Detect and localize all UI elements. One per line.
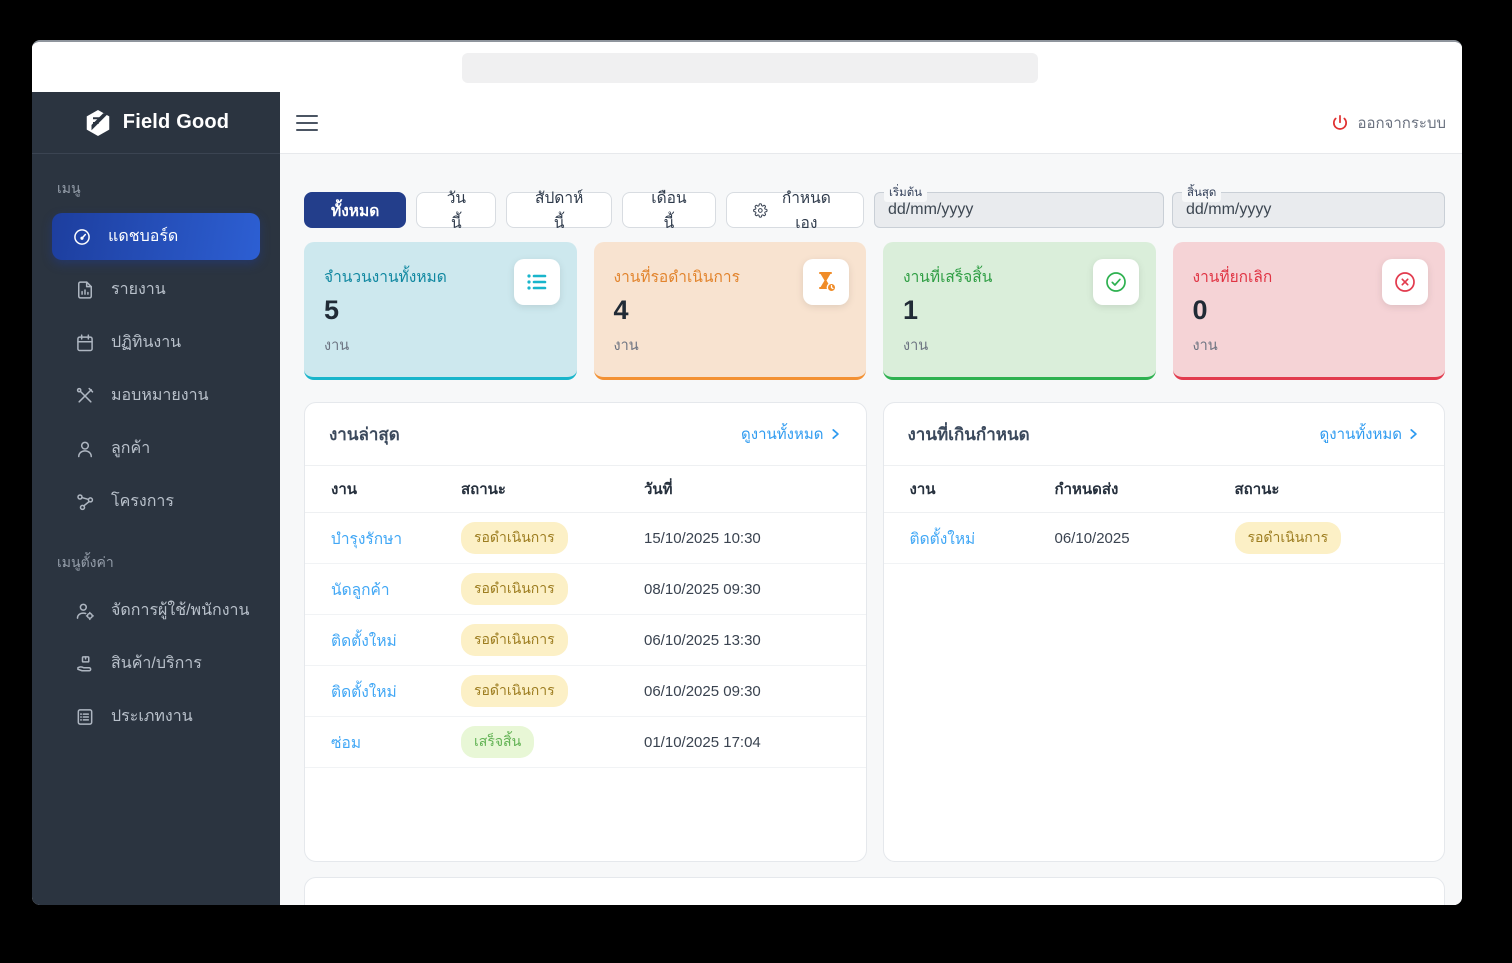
stat-card-completed-jobs: งานที่เสร็จสิ้น 1 งาน bbox=[883, 242, 1156, 380]
status-badge: รอดำเนินการ bbox=[1234, 522, 1342, 554]
stat-card-total-jobs: จำนวนงานทั้งหมด 5 งาน bbox=[304, 242, 577, 380]
tools-icon bbox=[76, 387, 94, 403]
filter-month-button[interactable]: เดือนนี้ bbox=[621, 190, 716, 232]
job-type-icon bbox=[77, 708, 93, 725]
stat-value: 5 bbox=[324, 295, 340, 325]
overdue-jobs-title: งานที่เกินกำหนด bbox=[907, 424, 1030, 444]
filter-all-button[interactable]: ทั้งหมด bbox=[304, 192, 407, 228]
filter-today-button[interactable]: วันนี้ bbox=[416, 190, 497, 232]
logout-button[interactable]: ออกจากระบบ bbox=[1331, 111, 1446, 135]
logo: Field Good bbox=[32, 92, 280, 154]
fieldgood-logo-icon bbox=[86, 109, 110, 136]
date-range: เริ่มต้น สิ้นสุด bbox=[874, 184, 1445, 228]
topbar: ออกจากระบบ bbox=[280, 92, 1462, 154]
sidebar-section-settings: เมนูตั้งค่า bbox=[57, 554, 114, 570]
browser-bar bbox=[32, 42, 1462, 92]
stat-value: 1 bbox=[903, 295, 919, 325]
start-date-field: เริ่มต้น bbox=[874, 184, 1164, 228]
start-date-label: เริ่มต้น bbox=[884, 184, 928, 202]
report-icon bbox=[78, 280, 92, 299]
hourglass-icon bbox=[803, 259, 849, 305]
sidebar: Field Good เมนู แดชบอร์ด รายงาน bbox=[32, 92, 280, 905]
overdue-jobs-table-header: งาน กำหนดส่ง สถานะ bbox=[883, 465, 1444, 513]
status-badge: รอดำเนินการ bbox=[461, 522, 568, 554]
table-row: บำรุงรักษา รอดำเนินการ 15/10/2025 10:30 bbox=[305, 513, 866, 564]
menu-toggle-icon[interactable] bbox=[296, 114, 318, 131]
sidebar-item-job-types[interactable]: ประเภทงาน bbox=[32, 690, 280, 743]
tables-row: งานล่าสุด ดูงานทั้งหมด งาน สถานะ วันที่ bbox=[304, 402, 1445, 862]
recent-jobs-table-header: งาน สถานะ วันที่ bbox=[305, 465, 866, 513]
logo-text: Field Good bbox=[122, 111, 230, 133]
sidebar-section-menu: เมนู bbox=[57, 180, 81, 196]
status-badge: รอดำเนินการ bbox=[461, 624, 568, 656]
filter-row: ทั้งหมด วันนี้ สัปดาห์นี้ เดือนนี้ กำหนด… bbox=[304, 184, 1445, 232]
chevron-right-icon bbox=[831, 429, 839, 439]
product-icon bbox=[77, 655, 92, 671]
gauge-icon bbox=[74, 228, 90, 245]
overdue-jobs-view-all-link[interactable]: ดูงานทั้งหมด bbox=[1320, 422, 1420, 446]
job-link[interactable]: ติดตั้งใหม่ bbox=[909, 530, 976, 548]
recent-jobs-title: งานล่าสุด bbox=[329, 424, 400, 444]
stat-value: 4 bbox=[613, 295, 629, 325]
stat-card-cancelled-jobs: งานที่ยกเลิก 0 งาน bbox=[1172, 242, 1445, 380]
gear-icon bbox=[753, 202, 768, 218]
dashboard-content: ทั้งหมด วันนี้ สัปดาห์นี้ เดือนนี้ กำหนด… bbox=[280, 154, 1462, 905]
table-row: นัดลูกค้า รอดำเนินการ 08/10/2025 09:30 bbox=[305, 564, 866, 615]
job-link[interactable]: บำรุงรักษา bbox=[331, 530, 403, 548]
end-date-label: สิ้นสุด bbox=[1182, 184, 1222, 202]
table-row: ซ่อม เสร็จสิ้น 01/10/2025 17:04 bbox=[305, 717, 866, 768]
address-bar[interactable] bbox=[462, 53, 1038, 83]
bottom-card-partial bbox=[304, 877, 1445, 905]
sidebar-item-customers[interactable]: ลูกค้า bbox=[32, 422, 280, 475]
sidebar-item-reports[interactable]: รายงาน bbox=[32, 263, 280, 316]
check-circle-icon bbox=[1092, 259, 1139, 305]
job-link[interactable]: ติดตั้งใหม่ bbox=[331, 683, 397, 701]
project-icon bbox=[77, 493, 94, 510]
table-row: ติดตั้งใหม่ รอดำเนินการ 06/10/2025 09:30 bbox=[305, 666, 866, 717]
filter-custom-button[interactable]: กำหนดเอง bbox=[725, 190, 864, 232]
table-row: ติดตั้งใหม่ 06/10/2025 รอดำเนินการ bbox=[883, 513, 1444, 564]
end-date-input[interactable] bbox=[1172, 192, 1445, 228]
sidebar-item-projects[interactable]: โครงการ bbox=[32, 475, 280, 528]
list-icon bbox=[513, 259, 560, 305]
stat-value: 0 bbox=[1192, 295, 1208, 325]
chevron-right-icon bbox=[1410, 429, 1417, 439]
sidebar-item-user-management[interactable]: จัดการผู้ใช้/พนักงาน bbox=[32, 584, 280, 637]
power-icon bbox=[1333, 114, 1348, 130]
recent-jobs-panel: งานล่าสุด ดูงานทั้งหมด งาน สถานะ วันที่ bbox=[304, 402, 867, 862]
status-badge: รอดำเนินการ bbox=[461, 573, 568, 605]
job-link[interactable]: ซ่อม bbox=[331, 734, 362, 752]
calendar-icon bbox=[77, 333, 93, 351]
sidebar-item-products[interactable]: สินค้า/บริการ bbox=[32, 637, 280, 690]
status-badge: เสร็จสิ้น bbox=[461, 726, 535, 758]
user-gear-icon bbox=[76, 603, 94, 620]
sidebar-item-dashboard[interactable]: แดชบอร์ด bbox=[52, 213, 260, 260]
job-link[interactable]: ติดตั้งใหม่ bbox=[331, 632, 397, 650]
recent-jobs-view-all-link[interactable]: ดูงานทั้งหมด bbox=[741, 422, 841, 446]
job-link[interactable]: นัดลูกค้า bbox=[331, 581, 390, 599]
sidebar-item-calendar[interactable]: ปฏิทินงาน bbox=[32, 316, 280, 369]
app-window: Field Good เมนู แดชบอร์ด รายงาน bbox=[32, 40, 1462, 905]
table-row: ติดตั้งใหม่ รอดำเนินการ 06/10/2025 13:30 bbox=[305, 615, 866, 666]
sidebar-item-assignments[interactable]: มอบหมายงาน bbox=[32, 369, 280, 422]
stat-card-pending-jobs: งานที่รอดำเนินการ 4 งาน bbox=[593, 242, 866, 380]
filter-week-button[interactable]: สัปดาห์นี้ bbox=[506, 190, 612, 232]
end-date-field: สิ้นสุด bbox=[1172, 184, 1445, 228]
stats-row: จำนวนงานทั้งหมด 5 งาน งานที่รอดำเนินการ bbox=[304, 242, 1445, 380]
overdue-jobs-panel: งานที่เกินกำหนด ดูงานทั้งหมด งาน กำหนดส่… bbox=[882, 402, 1445, 862]
x-circle-icon bbox=[1382, 259, 1428, 305]
status-badge: รอดำเนินการ bbox=[461, 675, 568, 707]
customer-icon bbox=[78, 441, 92, 457]
